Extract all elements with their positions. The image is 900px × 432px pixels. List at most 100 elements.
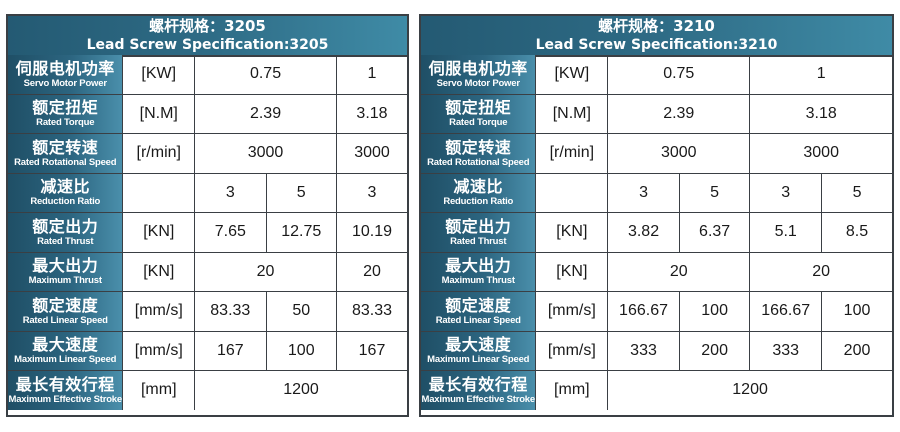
value-cell: 200: [678, 330, 751, 371]
value-cell: 5: [678, 172, 751, 213]
label-en: Maximum Linear Speed: [427, 354, 530, 365]
unit-cell: [N.M]: [535, 93, 609, 134]
label-en: Maximum Thrust: [441, 275, 515, 286]
value-cell: 333: [749, 330, 823, 371]
row-label: 额定扭矩 Rated Torque: [8, 93, 124, 134]
value-cell: 1200: [194, 370, 407, 410]
label-en: Maximum Effective Stroke: [421, 393, 536, 405]
row-label: 额定速度 Rated Linear Speed: [421, 291, 537, 332]
label-cn: 最长有效行程: [428, 374, 528, 394]
spec-grid: 伺服电机功率 Servo Motor Power [KW] 0.75 1 额定扭矩 Rate…: [421, 55, 892, 410]
table-row: 伺服电机功率 Servo Motor Power [KW] 0.75 1: [8, 55, 407, 95]
value-cell: 83.33: [335, 291, 407, 332]
table-row: 减速比 Reduction Ratio 3 5 3: [8, 172, 407, 213]
table-row: 额定出力 Rated Thrust [KN] 7.65 12.75 10.19: [8, 212, 407, 253]
value-cell: 7.65: [194, 212, 267, 253]
label-en: Rated Linear Speed: [435, 314, 521, 326]
label-en: Rated Torque: [36, 117, 95, 128]
row-label: 额定速度 Rated Linear Speed: [8, 291, 124, 332]
value-cell: 3: [194, 172, 267, 213]
row-label: 额定转速 Rated Rotational Speed: [8, 133, 124, 174]
value-cell: 5: [821, 172, 892, 213]
unit-cell: [122, 172, 196, 213]
table-row: 额定扭矩 Rated Torque [N.M] 2.39 3.18: [421, 93, 892, 134]
value-cell: 100: [265, 330, 337, 371]
value-cell: 8.5: [821, 212, 892, 253]
value-cell: 20: [194, 251, 337, 292]
row-label: 最大出力 Maximum Thrust: [8, 251, 124, 292]
table-row: 额定转速 Rated Rotational Speed [r/min] 3000 300…: [8, 133, 407, 174]
value-cell: 1: [749, 55, 892, 95]
value-cell: 3: [607, 172, 680, 213]
table-row: 最长有效行程 Maximum Effective Stroke [mm] 1200: [8, 370, 407, 410]
value-cell: 3: [335, 172, 407, 213]
label-cn: 最大出力: [445, 256, 512, 275]
label-cn: 最大速度: [32, 335, 99, 354]
label-en: Rated Thrust: [450, 235, 507, 247]
label-en: Rated Rotational Speed: [427, 156, 530, 168]
value-cell: 100: [821, 291, 892, 332]
value-cell: 200: [821, 330, 892, 371]
label-en: Rated Thrust: [37, 235, 94, 247]
table-row: 最大出力 Maximum Thrust [KN] 20 20: [8, 251, 407, 292]
label-cn: 伺服电机功率: [428, 58, 528, 78]
label-cn: 伺服电机功率: [15, 58, 115, 78]
table-row: 最大出力 Maximum Thrust [KN] 20 20: [421, 251, 892, 292]
row-label: 额定扭矩 Rated Torque: [421, 93, 537, 134]
row-label: 额定出力 Rated Thrust: [421, 212, 537, 253]
row-label: 减速比 Reduction Ratio: [421, 172, 537, 213]
label-cn: 额定扭矩: [445, 98, 512, 117]
spec-table-3210: 螺杆规格：3210 Lead Screw Specification:3210 …: [419, 14, 894, 417]
label-cn: 最大速度: [445, 335, 512, 354]
label-en: Reduction Ratio: [30, 196, 101, 207]
value-cell: 0.75: [607, 55, 751, 95]
unit-cell: [r/min]: [535, 133, 609, 174]
value-cell: 3.18: [749, 93, 892, 134]
label-cn: 额定速度: [445, 295, 512, 315]
table-row: 额定速度 Rated Linear Speed [mm/s] 166.67 100 166…: [421, 291, 892, 332]
label-cn: 最长有效行程: [15, 374, 115, 394]
table-row: 额定速度 Rated Linear Speed [mm/s] 83.33 50 83.33: [8, 291, 407, 332]
value-cell: 3.18: [335, 93, 407, 134]
label-en: Maximum Effective Stroke: [8, 393, 123, 405]
unit-cell: [KN]: [535, 251, 609, 292]
unit-cell: [mm/s]: [122, 291, 196, 332]
label-cn: 额定扭矩: [32, 98, 99, 117]
unit-cell: [KW]: [122, 55, 196, 95]
row-label: 减速比 Reduction Ratio: [8, 172, 124, 213]
row-label: 额定转速 Rated Rotational Speed: [421, 133, 537, 174]
value-cell: 1: [335, 55, 407, 95]
value-cell: 167: [335, 330, 407, 371]
value-cell: 83.33: [194, 291, 267, 332]
value-cell: 166.67: [749, 291, 823, 332]
title-cn: 螺杆规格：3205: [149, 17, 266, 35]
table-row: 最长有效行程 Maximum Effective Stroke [mm] 1200: [421, 370, 892, 410]
label-en: Reduction Ratio: [443, 196, 514, 207]
table-row: 伺服电机功率 Servo Motor Power [KW] 0.75 1: [421, 55, 892, 95]
unit-cell: [r/min]: [122, 133, 196, 174]
label-en: Maximum Thrust: [28, 275, 102, 286]
value-cell: 50: [265, 291, 337, 332]
label-cn: 额定转速: [445, 137, 512, 157]
row-label: 最长有效行程 Maximum Effective Stroke: [8, 370, 124, 410]
label-cn: 减速比: [453, 177, 503, 196]
unit-cell: [mm/s]: [535, 330, 609, 371]
label-en: Rated Rotational Speed: [14, 156, 117, 168]
unit-cell: [KN]: [535, 212, 609, 253]
value-cell: 2.39: [607, 93, 751, 134]
label-cn: 额定出力: [445, 216, 512, 236]
value-cell: 20: [335, 251, 407, 292]
value-cell: 2.39: [194, 93, 337, 134]
label-en: Maximum Linear Speed: [14, 354, 117, 365]
row-label: 最大速度 Maximum Linear Speed: [8, 330, 124, 371]
unit-cell: [KN]: [122, 212, 196, 253]
value-cell: 167: [194, 330, 267, 371]
table-row: 额定出力 Rated Thrust [KN] 3.82 6.37 5.1 8.5: [421, 212, 892, 253]
value-cell: 10.19: [335, 212, 407, 253]
value-cell: 333: [607, 330, 680, 371]
value-cell: 5.1: [749, 212, 823, 253]
unit-cell: [N.M]: [122, 93, 196, 134]
spec-table-3205: 螺杆规格：3205 Lead Screw Specification:3205 …: [6, 14, 409, 417]
value-cell: 20: [607, 251, 751, 292]
unit-cell: [mm/s]: [535, 291, 609, 332]
